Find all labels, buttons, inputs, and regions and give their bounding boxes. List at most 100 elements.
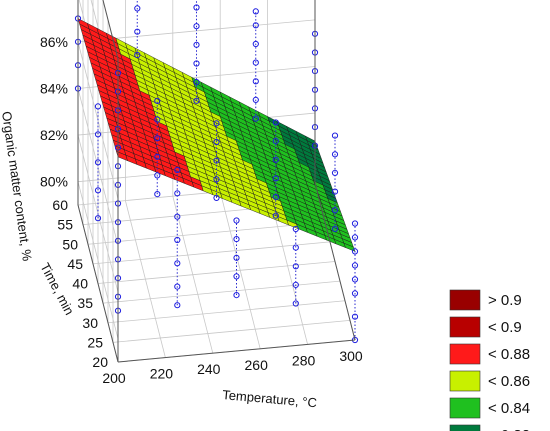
y-tick-label: 50 (62, 236, 78, 252)
data-point (154, 172, 161, 179)
side-wall-gridline (77, 88, 119, 246)
data-point (351, 313, 359, 320)
data-point (174, 213, 181, 220)
data-point (213, 138, 220, 146)
legend-swatch (449, 424, 481, 431)
x-tick-label: 300 (339, 348, 363, 364)
data-point (331, 132, 339, 139)
y-tick-label: 40 (72, 276, 88, 292)
data-point (292, 263, 299, 270)
data-point (252, 96, 259, 104)
floor-gridline (112, 319, 351, 343)
data-point (351, 276, 359, 283)
data-point (351, 248, 359, 255)
data-point (331, 225, 339, 232)
data-point (331, 207, 339, 214)
data-point (292, 281, 299, 288)
y-tick-label: 30 (82, 315, 98, 331)
y-tick-label: 55 (57, 217, 73, 233)
data-point (174, 190, 181, 197)
data-point (154, 135, 161, 142)
z-tick-label: 88% (40, 0, 68, 3)
z-tick-label: 86% (40, 34, 68, 50)
data-point (233, 254, 240, 261)
data-point (134, 51, 141, 59)
data-point (134, 5, 141, 12)
data-point (193, 4, 200, 11)
data-point (272, 175, 279, 182)
floor-gridline (87, 221, 326, 245)
surface-cell (343, 242, 356, 252)
floor-gridline (97, 261, 336, 284)
data-point (213, 157, 220, 164)
floor-gridline (107, 300, 346, 324)
data-point (252, 40, 259, 48)
data-point (272, 119, 279, 126)
floor-gridline (102, 280, 341, 304)
data-point (272, 194, 279, 201)
data-point (351, 262, 359, 269)
data-point (351, 220, 359, 227)
legend-swatch (449, 370, 481, 392)
x-tick-label: 260 (245, 357, 269, 373)
data-point (272, 156, 279, 163)
y-tick-label: 20 (92, 354, 108, 370)
x-axis-label: Temperature, °C (222, 387, 318, 410)
legend-label: < 0.86 (488, 373, 530, 390)
data-point (174, 260, 181, 267)
back-wall-gridline (77, 19, 316, 43)
data-point (154, 191, 161, 198)
data-point (174, 302, 181, 309)
legend-label: < 0.9 (488, 319, 522, 336)
side-wall-gridline (77, 41, 119, 199)
frame-edge (314, 182, 356, 341)
data-point (154, 153, 161, 160)
data-point (94, 159, 102, 166)
data-point (174, 166, 181, 174)
data-point (331, 188, 339, 195)
tick-labels: 200 220 240 260 280 300 20 25 30 35 40 45 50 55 60 80% 8… (40, 0, 363, 386)
data-point (351, 290, 359, 297)
data-point (331, 151, 339, 158)
data-point (252, 78, 259, 85)
data-point (292, 244, 299, 251)
data-point (193, 41, 200, 48)
data-point (94, 215, 102, 222)
data-point (272, 138, 279, 145)
data-point (154, 97, 161, 105)
data-point (252, 22, 259, 29)
data-point (213, 120, 220, 127)
data-point (154, 116, 161, 123)
legend-label: > 0.9 (488, 292, 522, 309)
y-tick-label: 35 (77, 295, 93, 311)
data-point (351, 234, 359, 241)
data-point (233, 217, 240, 224)
data-point (193, 97, 200, 104)
data-point (292, 300, 299, 307)
floor-gridline (92, 241, 331, 265)
x-tick-label: 200 (102, 370, 126, 386)
x-tick-label: 240 (197, 361, 221, 377)
data-point (252, 8, 259, 15)
data-point (213, 194, 220, 201)
data-point (94, 187, 102, 194)
z-tick-label: 82% (40, 127, 68, 143)
data-point (331, 169, 339, 176)
frame-edge (77, 204, 119, 363)
y-tick-label: 25 (87, 334, 103, 350)
data-point (252, 59, 259, 66)
y-tick-label: 60 (52, 197, 68, 213)
data-point (272, 212, 279, 219)
y-tick-label: 45 (67, 256, 83, 272)
data-point (94, 103, 102, 110)
legend-label: < 0.88 (488, 346, 530, 363)
data-point (193, 79, 200, 86)
x-tick-label: 220 (150, 366, 174, 382)
legend-swatch (449, 316, 481, 338)
legend-swatch (449, 397, 481, 419)
data-point (193, 60, 200, 67)
data-point (233, 236, 240, 243)
legend-label: < 0.82 (488, 427, 530, 431)
surface-mesh (77, 18, 356, 252)
